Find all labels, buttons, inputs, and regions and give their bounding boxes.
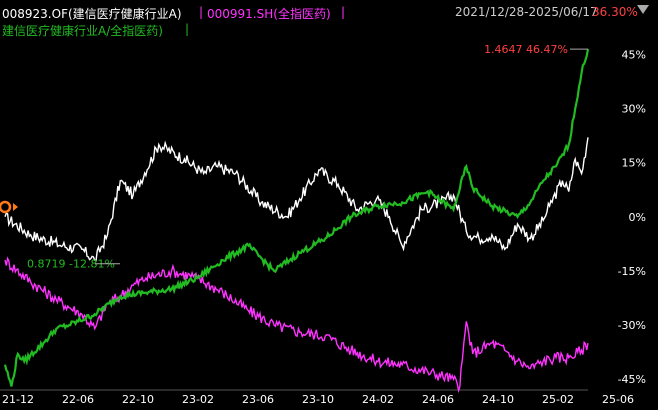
x-tick-label: 22-06 <box>62 393 94 406</box>
legend-separator: | <box>341 5 346 19</box>
y-tick-label: -30% <box>618 319 646 332</box>
x-tick-label: 23-02 <box>182 393 214 406</box>
x-tick-label: 23-06 <box>242 393 274 406</box>
y-tick-label: 45% <box>622 48 646 61</box>
y-tick-label: -15% <box>618 265 646 278</box>
y-tick-label: 0% <box>629 211 646 224</box>
x-tick-label: 24-10 <box>482 393 514 406</box>
max-annotation-label: 1.4647 46.47% <box>484 43 568 56</box>
fund-legend-label: 008923.OF(建信医疗健康行业A) <box>2 7 182 21</box>
date-range: 2021/12/28-2025/06/17 <box>455 5 598 19</box>
series-line-3 <box>3 48 590 387</box>
dropdown-triangle-icon[interactable] <box>636 4 650 19</box>
x-tick-label: 22-10 <box>122 393 154 406</box>
legend-separator: | <box>199 5 204 19</box>
ratio-legend-label: 建信医疗健康行业A/全指医药) <box>2 24 163 38</box>
annotations: 0.8719 -12.81% 1.4647 46.47% <box>27 43 588 271</box>
x-axis-ticks: 21-12 22-06 22-10 23-02 23-06 23-10 24-02 24-06… <box>2 393 634 406</box>
x-tick-label: 21-12 <box>2 393 34 406</box>
range-change: 36.30% <box>592 5 638 19</box>
start-marker-icon[interactable] <box>0 200 18 214</box>
y-axis-ticks: 45% 30% 15% 0% -15% -30% -45% <box>618 48 646 386</box>
y-tick-label: 15% <box>622 157 646 170</box>
chart-header: 008923.OF(建信医疗健康行业A) | 000991.SH(全指医药) |… <box>0 0 658 40</box>
x-tick-label: 25-02 <box>542 393 574 406</box>
min-annotation-label: 0.8719 -12.81% <box>27 258 115 271</box>
x-tick-label: 24-02 <box>362 393 394 406</box>
x-tick-label: 24-06 <box>422 393 454 406</box>
y-tick-label: -45% <box>618 373 646 386</box>
series-line-2 <box>4 256 589 394</box>
series-layer <box>3 48 590 394</box>
series-line-1 <box>4 137 589 262</box>
y-tick-label: 30% <box>622 103 646 116</box>
x-tick-label: 23-10 <box>302 393 334 406</box>
legend-separator: | <box>185 22 190 36</box>
x-tick-label: 25-06 <box>602 393 634 406</box>
index-legend-label: 000991.SH(全指医药) <box>207 7 331 21</box>
